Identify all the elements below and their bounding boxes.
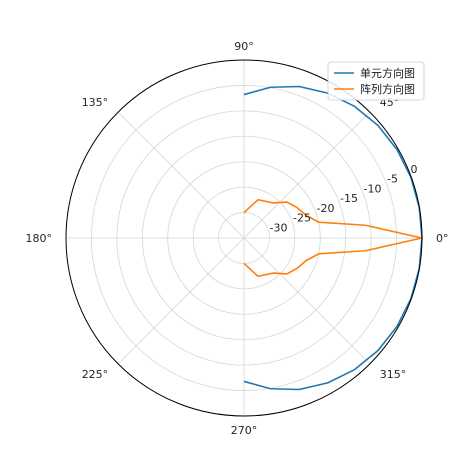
- angular-gridline-3: [117, 111, 245, 239]
- grid-layer: [66, 60, 422, 416]
- radial-tick-label-4: -10: [364, 182, 382, 195]
- angle-tick-label-4: 180°: [26, 232, 53, 245]
- angular-gridline-5: [117, 237, 245, 365]
- legend-label-1: 阵列方向图: [360, 82, 415, 96]
- legend-label-0: 单元方向图: [360, 66, 415, 80]
- radial-tick-label-2: -20: [317, 202, 335, 215]
- angle-tick-label-7: 315°: [380, 368, 407, 381]
- angle-tick-label-2: 90°: [234, 40, 254, 53]
- radial-tick-label-1: -25: [293, 212, 311, 225]
- polar-frame: [65, 59, 423, 417]
- angular-gridline-7: [243, 237, 371, 365]
- radial-tick-label-0: -30: [270, 221, 288, 234]
- radial-tick-label-3: -15: [340, 192, 358, 205]
- angle-tick-label-3: 135°: [82, 96, 109, 109]
- angle-tick-label-0: 0°: [436, 232, 449, 245]
- radial-tick-label-5: -5: [387, 173, 398, 186]
- angle-tick-label-6: 270°: [231, 424, 258, 437]
- legend-box: [327, 61, 425, 101]
- radial-tick-label-6: 0: [411, 163, 418, 176]
- angle-tick-label-5: 225°: [82, 368, 109, 381]
- angular-gridline-1: [243, 111, 371, 239]
